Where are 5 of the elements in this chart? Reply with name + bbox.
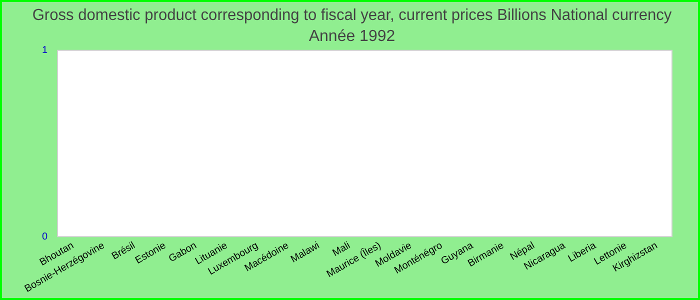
chart-subtitle: Année 1992 bbox=[308, 28, 396, 46]
y-tick-label: 1 bbox=[42, 45, 48, 56]
y-tick-label: 0 bbox=[42, 231, 48, 242]
chart-title: Gross domestic product corresponding to fiscal year, current prices Billions National currency bbox=[32, 6, 672, 24]
x-tick-label: Mali bbox=[330, 240, 352, 259]
